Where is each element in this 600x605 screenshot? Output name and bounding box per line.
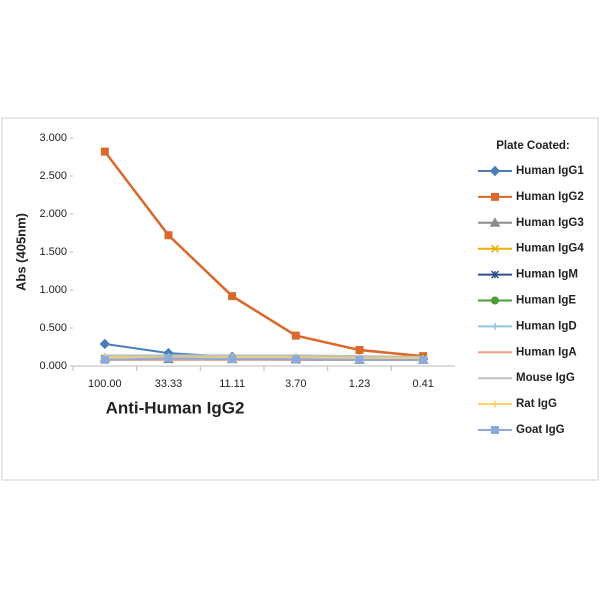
series-line <box>104 357 424 361</box>
y-axis-title: Abs (405nm) <box>13 213 28 291</box>
y-tick-label: 1.000 <box>39 284 67 296</box>
x-tick-label: 3.70 <box>285 378 306 390</box>
data-point <box>228 292 237 301</box>
legend-label: Human IgD <box>516 320 577 332</box>
data-point <box>99 338 111 350</box>
legend-marker <box>491 322 499 330</box>
data-point <box>100 147 109 156</box>
data-point <box>419 355 428 364</box>
y-tick-label: 0.500 <box>39 322 67 334</box>
y-tick-label: 2.500 <box>39 170 67 182</box>
legend-label: Human IgG3 <box>516 217 584 229</box>
y-tick-label: 2.000 <box>39 208 67 220</box>
data-point <box>355 346 364 355</box>
legend-label: Human IgM <box>516 269 578 281</box>
x-tick-label: 11.11 <box>219 378 245 390</box>
legend-marker <box>490 244 500 253</box>
data-point <box>291 331 300 340</box>
y-tick-label: 1.500 <box>39 246 67 258</box>
legend-marker <box>489 165 501 177</box>
data-point <box>291 355 300 364</box>
legend-label: Goat IgG <box>516 424 565 436</box>
legend-marker <box>491 426 499 434</box>
legend-label: Human IgG2 <box>516 191 584 203</box>
legend-label: Human IgG4 <box>516 243 584 255</box>
legend-marker <box>491 296 500 305</box>
data-point <box>355 355 364 364</box>
x-tick-label: 33.33 <box>155 378 183 390</box>
legend-marker <box>489 217 501 227</box>
data-point <box>164 231 173 240</box>
y-tick-label: 3.000 <box>39 132 67 144</box>
x-tick-label: 100.00 <box>88 378 122 390</box>
data-point <box>228 355 237 364</box>
series-line <box>103 150 424 358</box>
chart-frame <box>1 117 599 481</box>
series-line <box>104 356 424 360</box>
x-axis-title: Anti-Human IgG2 <box>106 398 245 417</box>
legend-label: Rat IgG <box>516 398 557 410</box>
data-point <box>100 355 109 364</box>
x-tick-label: 1.23 <box>349 378 370 390</box>
legend-label: Human IgE <box>516 295 576 307</box>
series-line <box>104 354 424 358</box>
legend-marker <box>490 270 500 279</box>
x-tick-label: 0.41 <box>412 378 433 390</box>
legend-label: Human IgA <box>516 346 577 358</box>
legend-marker <box>491 192 499 201</box>
legend-label: Human IgG1 <box>516 165 584 177</box>
y-tick-label: 0.000 <box>39 360 67 372</box>
legend-title: Plate Coated: <box>496 140 570 152</box>
data-point <box>164 354 173 363</box>
legend-label: Mouse IgG <box>516 372 575 384</box>
legend-marker <box>491 400 499 408</box>
